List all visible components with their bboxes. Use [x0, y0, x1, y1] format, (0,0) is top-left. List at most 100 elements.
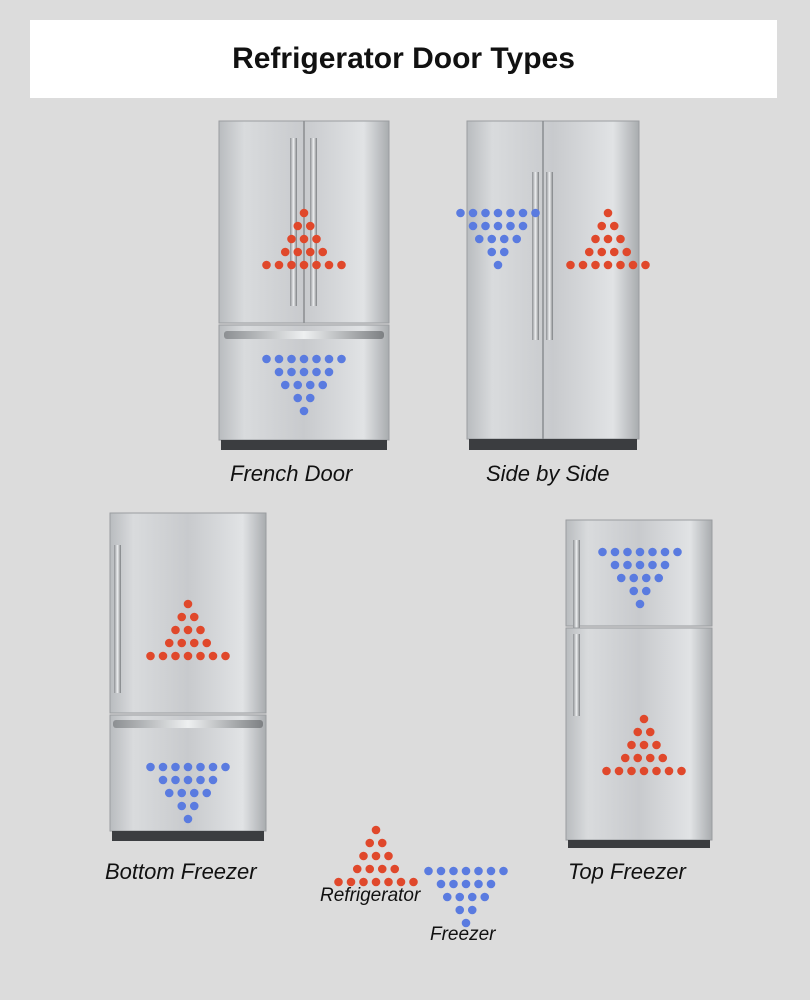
fridge-base	[112, 831, 264, 841]
refrigerator-dot	[274, 260, 284, 270]
refrigerator-dot	[677, 766, 686, 776]
refrigerator-dot	[409, 877, 418, 887]
freezer-dot	[474, 879, 483, 889]
freezer-dot	[499, 234, 509, 244]
refrigerator-dot	[177, 638, 187, 648]
refrigerator-dot	[305, 221, 315, 231]
refrigerator-dot	[597, 247, 607, 257]
refrigerator-dot	[396, 877, 406, 887]
freezer-dot	[610, 547, 620, 557]
refrigerator-dot	[293, 221, 303, 231]
title-banner: Refrigerator Door Types	[30, 20, 777, 98]
refrigerator-dot	[622, 247, 632, 257]
refrigerator-dot	[208, 651, 218, 661]
freezer-drawer	[109, 714, 267, 832]
refrigerator-dot	[371, 825, 381, 835]
freezer-dot	[461, 879, 471, 889]
indicator-dots	[146, 208, 686, 928]
refrigerator-dot	[334, 877, 343, 887]
top-freezer-freezer-dots	[598, 547, 682, 609]
refrigerator-dot	[652, 740, 661, 750]
legend-refrigerator-dots	[334, 825, 418, 887]
freezer-dot	[299, 367, 309, 377]
refrigerator-dot	[196, 625, 205, 635]
freezer-dot	[660, 547, 670, 557]
refrigerator-dot	[639, 766, 649, 776]
freezer-dot	[164, 788, 174, 798]
freezer-dot	[221, 762, 230, 772]
freezer-dot	[487, 234, 497, 244]
freezer-dot	[648, 560, 657, 570]
refrigerator-dot	[566, 260, 575, 270]
freezer-dot	[293, 393, 303, 403]
refrigerator-dot	[384, 851, 393, 861]
refrigerator-dot	[371, 877, 381, 887]
freezer-dot	[673, 547, 682, 557]
freezer-dot	[274, 367, 284, 377]
bottom-freezer-refrigerator-dots	[146, 599, 230, 661]
freezer-dot	[280, 380, 290, 390]
side-by-side-refrigerator-dots	[566, 208, 650, 270]
refrigerator-dot	[365, 864, 375, 874]
refrigerator-dot	[312, 234, 321, 244]
freezer-dot	[455, 905, 465, 915]
freezer-dot	[461, 866, 471, 876]
refrigerator-dot	[584, 247, 594, 257]
freezer-dot	[183, 775, 193, 785]
fridge-base	[568, 840, 710, 848]
freezer-dot	[598, 547, 607, 557]
refrigerator-dot	[324, 260, 334, 270]
freezer-dot	[468, 221, 478, 231]
freezer-dot	[196, 775, 205, 785]
freezer-dot	[146, 762, 155, 772]
refrigerator-dot	[377, 864, 387, 874]
freezer-dot	[436, 879, 446, 889]
fridge-base	[469, 439, 637, 450]
freezer-dot	[474, 234, 484, 244]
legend-freezer-label: Freezer	[430, 924, 496, 945]
freezer-dot	[486, 879, 496, 889]
freezer-dot	[512, 234, 522, 244]
freezer-dot	[442, 892, 452, 902]
refrigerator-dot	[202, 638, 212, 648]
fridge-base	[221, 440, 387, 450]
top-freezer-fridge	[565, 519, 713, 848]
refrigerator-dot	[171, 651, 180, 661]
refrigerator-dot	[299, 234, 309, 244]
freezer-dot	[468, 208, 478, 218]
refrigerator-dot	[639, 714, 649, 724]
french-door-fridge	[218, 120, 390, 450]
freezer-dot	[158, 762, 168, 772]
freezer-dot	[189, 801, 199, 811]
side-by-side-fridge	[466, 120, 640, 450]
refrigerator-dot	[602, 766, 611, 776]
refrigerator-dot	[293, 247, 303, 257]
french-door-label: French Door	[230, 461, 353, 486]
refrigerator-dot	[614, 766, 624, 776]
freezer-dot	[324, 354, 334, 364]
freezer-dot	[493, 221, 503, 231]
french-door-freezer-dots	[262, 354, 346, 416]
freezer-dot	[660, 560, 670, 570]
refrigerator-dot	[627, 766, 636, 776]
refrigerator-dot	[365, 838, 375, 848]
refrigerator-dot	[221, 651, 230, 661]
refrigerator-dot	[377, 838, 387, 848]
french-door-refrigerator-dots	[262, 208, 346, 270]
refrigerator-dot	[287, 234, 296, 244]
refrigerator-dot	[352, 864, 362, 874]
fridge-body	[109, 512, 267, 714]
page-title: Refrigerator Door Types	[232, 42, 575, 75]
refrigerator-dot	[189, 612, 199, 622]
freezer-dot	[506, 221, 515, 231]
freezer-dot	[467, 905, 477, 915]
refrigerator-dot	[616, 234, 625, 244]
freezer-dot	[177, 788, 187, 798]
freezer-dot	[305, 393, 315, 403]
refrigerator-dot	[280, 247, 290, 257]
door-handle	[546, 172, 553, 340]
freezer-dot	[158, 775, 168, 785]
refrigerator-dot	[603, 260, 613, 270]
freezer-dot	[531, 208, 540, 218]
